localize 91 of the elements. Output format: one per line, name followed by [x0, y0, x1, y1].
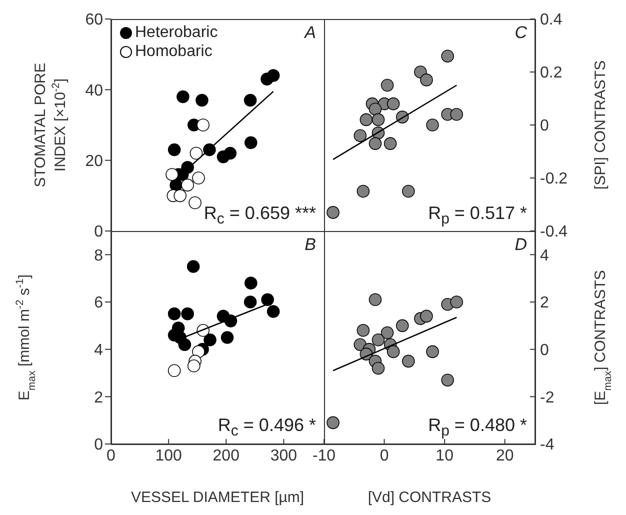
- point: [168, 364, 181, 378]
- point: [181, 307, 194, 320]
- y2-axis-title: [SPI] CONTRASTS: [592, 60, 609, 190]
- point: [188, 196, 202, 210]
- point: [186, 260, 200, 273]
- y2-tick-label: 0: [540, 118, 549, 135]
- y2-tick-label: -4: [540, 436, 554, 454]
- point: [368, 293, 382, 306]
- point: [168, 143, 181, 156]
- x-tick-label: 20: [496, 447, 514, 464]
- x-tick-label: -10: [312, 447, 336, 464]
- x-axis-title: [Vd] CONTRASTS: [368, 489, 492, 506]
- point: [450, 296, 464, 308]
- point: [441, 374, 454, 386]
- x-axis-title: VESSEL DIAMETER [µm]: [130, 489, 304, 506]
- y-tick-label: 60: [85, 12, 104, 29]
- y2-tick-label: -0.4: [540, 224, 568, 241]
- annotation: R$_{p}$ = 0.480 *: [428, 415, 527, 440]
- point: [372, 362, 385, 375]
- y-tick-label: 2: [94, 389, 104, 406]
- annotation: R$_{c}$ = 0.496 *: [218, 415, 316, 440]
- point: [386, 345, 400, 358]
- point: [168, 307, 181, 320]
- point: [402, 184, 415, 198]
- point: [356, 324, 370, 337]
- y2-tick-label: 4: [540, 247, 549, 264]
- point: [224, 146, 237, 160]
- annotation: D: [514, 235, 527, 255]
- point: [384, 137, 397, 150]
- point: [354, 129, 367, 142]
- point: [356, 184, 370, 198]
- point: [420, 74, 433, 86]
- point: [402, 354, 415, 368]
- y2-tick-label: 2: [540, 294, 549, 312]
- point: [426, 118, 439, 132]
- x-tick-label: 300: [270, 447, 298, 464]
- point: [192, 345, 205, 358]
- y2-tick-label: 0: [540, 342, 549, 360]
- point: [166, 168, 178, 181]
- y-tick-label: 6: [94, 294, 104, 312]
- y-tick-label: 40: [85, 82, 104, 100]
- point: [368, 102, 382, 116]
- legend-label: Homobaric: [135, 42, 212, 61]
- annotation: R$_{c}$ = 0.659 ***: [204, 203, 316, 228]
- point: [450, 108, 464, 121]
- point: [420, 310, 433, 323]
- point: [196, 94, 208, 107]
- point: [176, 90, 190, 104]
- point: [220, 331, 234, 344]
- annotation: R$_{p}$ = 0.517 *: [428, 203, 527, 228]
- y-tick-label: 4: [94, 342, 104, 360]
- y-tick-label: 20: [85, 153, 104, 170]
- point: [244, 296, 257, 308]
- point: [326, 416, 340, 430]
- point: [368, 137, 382, 150]
- point: [372, 113, 385, 126]
- point: [360, 113, 373, 126]
- x-tick-label: 200: [212, 447, 240, 464]
- y-tick-label: 8: [94, 247, 104, 264]
- y-tick-label: 0: [94, 224, 104, 241]
- x-tick-label: 100: [155, 447, 182, 464]
- point: [426, 345, 439, 358]
- point: [396, 319, 409, 332]
- point: [261, 293, 274, 306]
- point: [380, 326, 394, 340]
- y2-tick-label: 0.2: [540, 64, 562, 82]
- point: [187, 360, 200, 372]
- annotation: C: [514, 23, 527, 43]
- y2-tick-label: 0.4: [540, 12, 562, 29]
- point: [372, 333, 385, 346]
- y2-tick-label: -2: [540, 389, 554, 406]
- x-tick-label: 10: [436, 447, 454, 464]
- point: [174, 189, 186, 202]
- x-tick-label: 0: [106, 447, 116, 464]
- y2-tick-label: -0.2: [540, 170, 568, 188]
- point: [386, 97, 400, 110]
- point: [244, 94, 257, 107]
- annotation: A: [304, 23, 316, 43]
- point: [178, 338, 192, 351]
- point: [326, 206, 340, 219]
- point: [244, 276, 258, 290]
- legend-label: Heterobaric: [135, 23, 218, 42]
- point: [266, 305, 280, 318]
- point: [380, 78, 394, 92]
- annotation: B: [304, 235, 316, 255]
- point: [260, 72, 274, 86]
- point: [441, 50, 454, 62]
- point: [204, 333, 216, 346]
- x-tick-label: 0: [380, 447, 389, 464]
- point: [196, 118, 210, 132]
- point: [244, 136, 258, 150]
